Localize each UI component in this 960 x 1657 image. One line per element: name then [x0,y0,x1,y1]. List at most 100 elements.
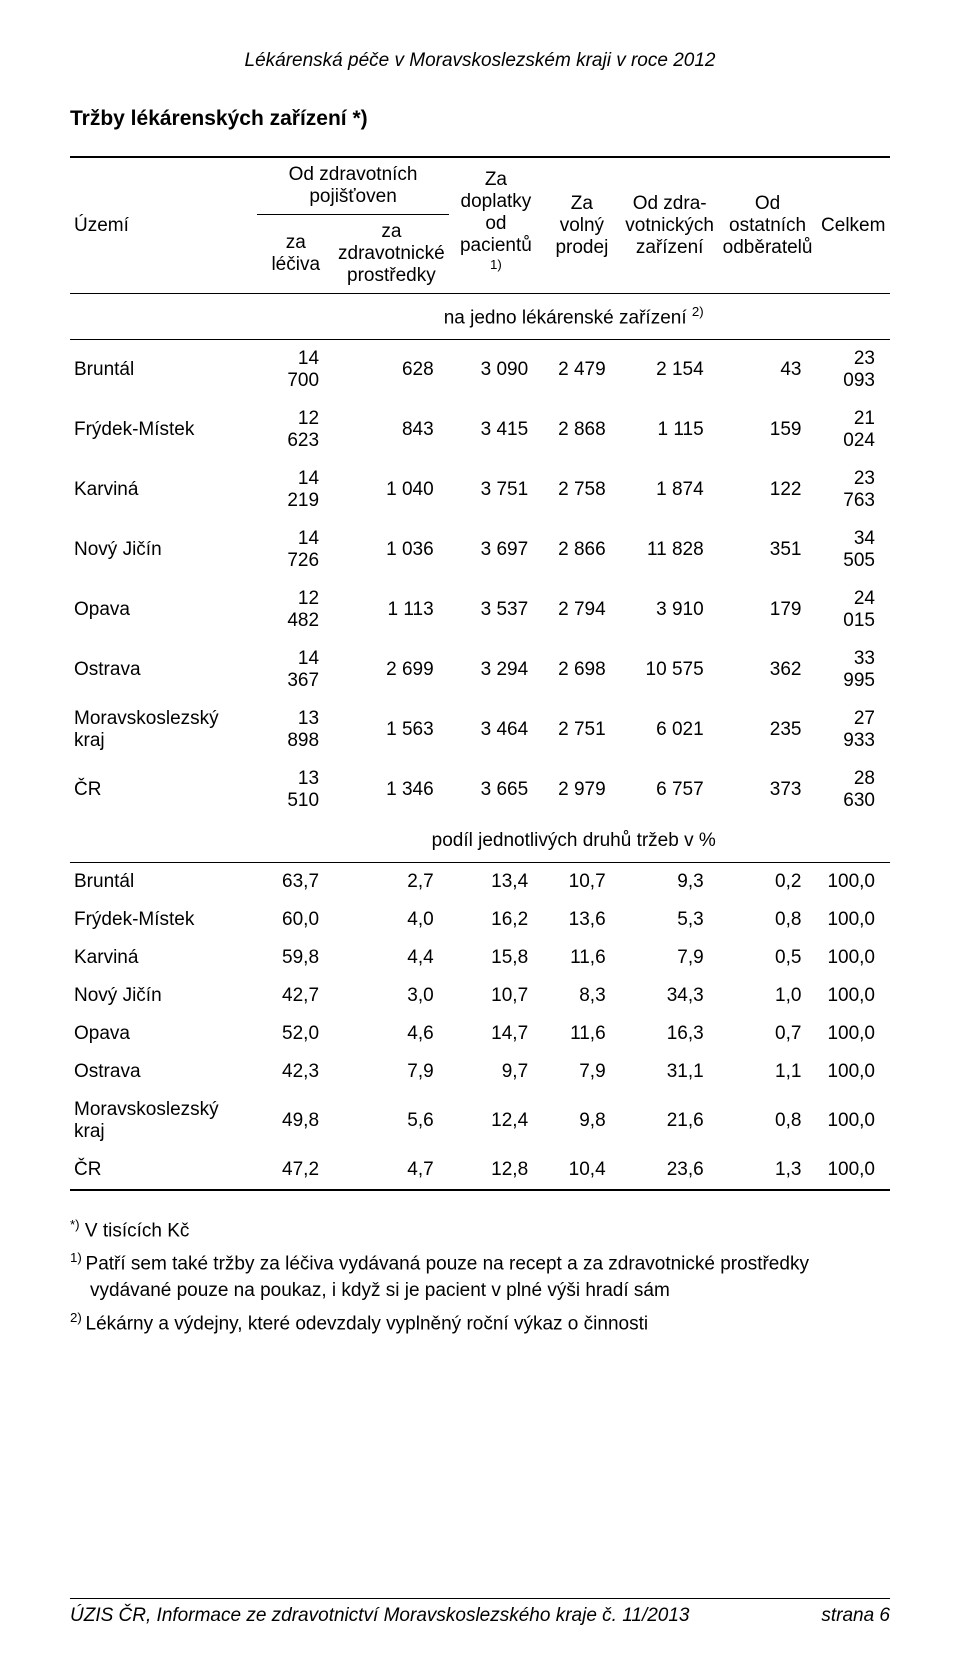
row-value: 2 758 [543,460,621,520]
row-value: 14,7 [449,1015,543,1053]
row-label: Frýdek-Místek [70,901,257,939]
row-value: 3 665 [449,760,543,820]
row-value: 13,6 [543,901,621,939]
row-value: 0,2 [719,863,817,902]
row-value: 0,7 [719,1015,817,1053]
section-header: podíl jednotlivých druhů tržeb v % [257,820,890,863]
row-value: 100,0 [816,863,890,902]
row-value: 362 [719,640,817,700]
row-value: 2,7 [334,863,449,902]
row-value: 31,1 [621,1053,719,1091]
row-value: 15,8 [449,939,543,977]
table-row: ČR47,24,712,810,423,61,3100,0 [70,1151,890,1190]
footnote-one: 1) Patří sem také tržby za léčiva vydáva… [70,1249,890,1305]
row-value: 11,6 [543,939,621,977]
th-uzemi: Území [70,157,257,294]
table-row: Nový Jičín14 7261 0363 6972 86611 828351… [70,520,890,580]
row-value: 52,0 [257,1015,334,1053]
row-value: 351 [719,520,817,580]
row-value: 235 [719,700,817,760]
row-value: 9,7 [449,1053,543,1091]
table-row: Ostrava42,37,99,77,931,11,1100,0 [70,1053,890,1091]
row-value: 100,0 [816,1015,890,1053]
row-value: 2 979 [543,760,621,820]
row-value: 3 910 [621,580,719,640]
row-value: 5,6 [334,1091,449,1151]
row-value: 373 [719,760,817,820]
row-value: 1 040 [334,460,449,520]
row-value: 100,0 [816,977,890,1015]
row-label: Bruntál [70,863,257,902]
footer-left: ÚZIS ČR, Informace ze zdravotnictví Mora… [70,1605,690,1627]
row-value: 12,4 [449,1091,543,1151]
row-value: 4,4 [334,939,449,977]
row-label: Karviná [70,939,257,977]
row-value: 6 757 [621,760,719,820]
row-value: 5,3 [621,901,719,939]
row-value: 9,3 [621,863,719,902]
row-value: 0,8 [719,1091,817,1151]
section-label-cell [70,820,257,863]
row-value: 42,7 [257,977,334,1015]
th-ostatnich: Od ostatních odběratelů [719,157,817,294]
row-value: 7,9 [543,1053,621,1091]
footer-right: strana 6 [821,1605,890,1627]
row-value: 10,4 [543,1151,621,1190]
row-value: 843 [334,400,449,460]
row-value: 7,9 [621,939,719,977]
row-value: 628 [334,340,449,401]
revenue-table: Území Od zdravotních pojišťoven Za dopla… [70,156,890,1191]
row-value: 6 021 [621,700,719,760]
row-value: 2 751 [543,700,621,760]
row-value: 11 828 [621,520,719,580]
row-value: 1 036 [334,520,449,580]
footnotes: *) V tisících Kč 1) Patří sem také tržby… [70,1216,890,1337]
row-value: 16,3 [621,1015,719,1053]
row-value: 14 726 [257,520,334,580]
row-label: Opava [70,1015,257,1053]
row-value: 1 874 [621,460,719,520]
row-value: 10,7 [449,977,543,1015]
table-row: Frýdek-Místek12 6238433 4152 8681 115159… [70,400,890,460]
row-value: 33 995 [816,640,890,700]
table-title: Tržby lékárenských zařízení *) [70,107,890,131]
row-value: 16,2 [449,901,543,939]
th-doplatky: Za doplatky od pacientů 1) [449,157,543,294]
row-value: 60,0 [257,901,334,939]
row-value: 100,0 [816,939,890,977]
row-value: 0,5 [719,939,817,977]
row-value: 179 [719,580,817,640]
table-row: Nový Jičín42,73,010,78,334,31,0100,0 [70,977,890,1015]
section-label-cell [70,294,257,340]
row-value: 11,6 [543,1015,621,1053]
row-value: 10 575 [621,640,719,700]
row-value: 1 563 [334,700,449,760]
row-value: 2 479 [543,340,621,401]
th-pojistoven-group: Od zdravotních pojišťoven [257,157,448,215]
row-value: 3 090 [449,340,543,401]
row-value: 3 697 [449,520,543,580]
row-label: ČR [70,1151,257,1190]
row-value: 23 093 [816,340,890,401]
row-label: Nový Jičín [70,520,257,580]
row-value: 1 113 [334,580,449,640]
row-value: 100,0 [816,901,890,939]
document-header: Lékárenská péče v Moravskoslezském kraji… [70,50,890,72]
row-value: 13 898 [257,700,334,760]
row-value: 59,8 [257,939,334,977]
row-value: 8,3 [543,977,621,1015]
row-value: 2 699 [334,640,449,700]
row-value: 7,9 [334,1053,449,1091]
row-value: 2 866 [543,520,621,580]
row-value: 2 698 [543,640,621,700]
row-value: 2 794 [543,580,621,640]
th-za-leciva: za léčiva [257,215,334,294]
row-value: 24 015 [816,580,890,640]
row-value: 34,3 [621,977,719,1015]
section-header: na jedno lékárenské zařízení 2) [257,294,890,340]
row-value: 3 464 [449,700,543,760]
table-row: Karviná59,84,415,811,67,90,5100,0 [70,939,890,977]
row-value: 100,0 [816,1053,890,1091]
page-footer: ÚZIS ČR, Informace ze zdravotnictví Mora… [70,1598,890,1627]
row-value: 100,0 [816,1151,890,1190]
